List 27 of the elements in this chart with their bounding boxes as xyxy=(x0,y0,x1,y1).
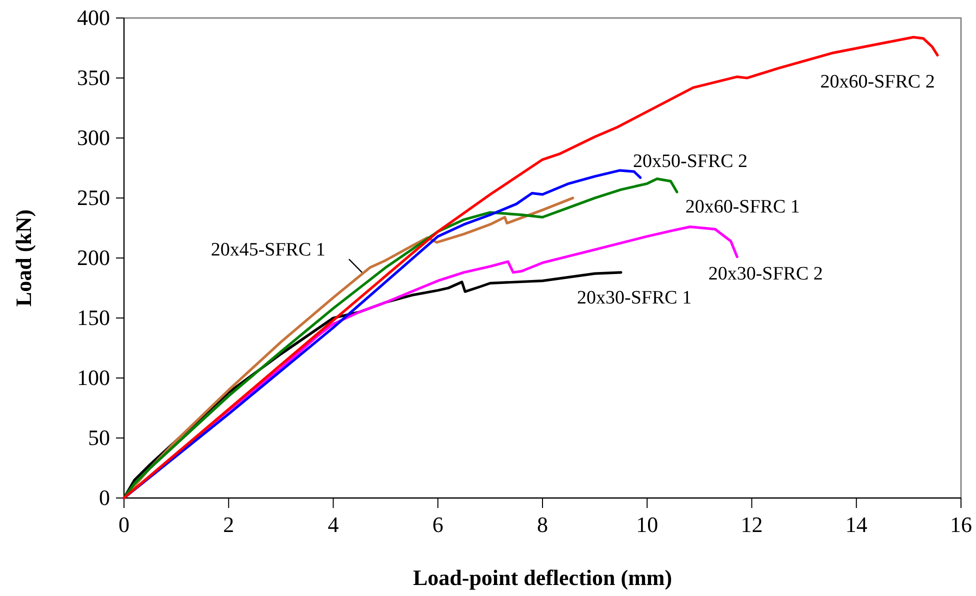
y-tick-label: 350 xyxy=(77,65,110,90)
x-tick-label: 4 xyxy=(328,512,339,537)
y-tick-label: 200 xyxy=(77,245,110,270)
y-tick-label: 300 xyxy=(77,125,110,150)
x-axis-title: Load-point deflection (mm) xyxy=(412,565,672,590)
series-label: 20x60-SFRC 1 xyxy=(685,196,800,218)
series-label: 20x60-SFRC 2 xyxy=(820,72,935,93)
x-tick-label: 14 xyxy=(845,512,868,537)
y-axis-title: Load (kN) xyxy=(11,209,36,307)
x-tick-label: 6 xyxy=(432,512,444,537)
x-tick-label: 8 xyxy=(537,512,548,537)
x-tick-label: 2 xyxy=(223,512,234,537)
series-label: 20x30-SFRC 1 xyxy=(577,288,692,309)
y-tick-label: 100 xyxy=(77,365,110,390)
y-tick-label: 250 xyxy=(77,185,110,210)
x-tick-label: 12 xyxy=(740,512,763,537)
y-tick-label: 400 xyxy=(77,5,110,30)
y-tick-label: 150 xyxy=(77,305,110,330)
x-tick-label: 10 xyxy=(636,512,658,537)
y-tick-label: 50 xyxy=(88,425,110,450)
line-series xyxy=(122,36,939,500)
y-tick-label: 0 xyxy=(99,485,110,510)
series-label: 20x50-SFRC 2 xyxy=(633,150,748,172)
x-tick-label: 16 xyxy=(950,512,972,537)
series-label: 20x30-SFRC 2 xyxy=(708,264,823,285)
series-label: 20x45-SFRC 1 xyxy=(210,240,326,261)
x-tick-label: 0 xyxy=(118,512,130,537)
